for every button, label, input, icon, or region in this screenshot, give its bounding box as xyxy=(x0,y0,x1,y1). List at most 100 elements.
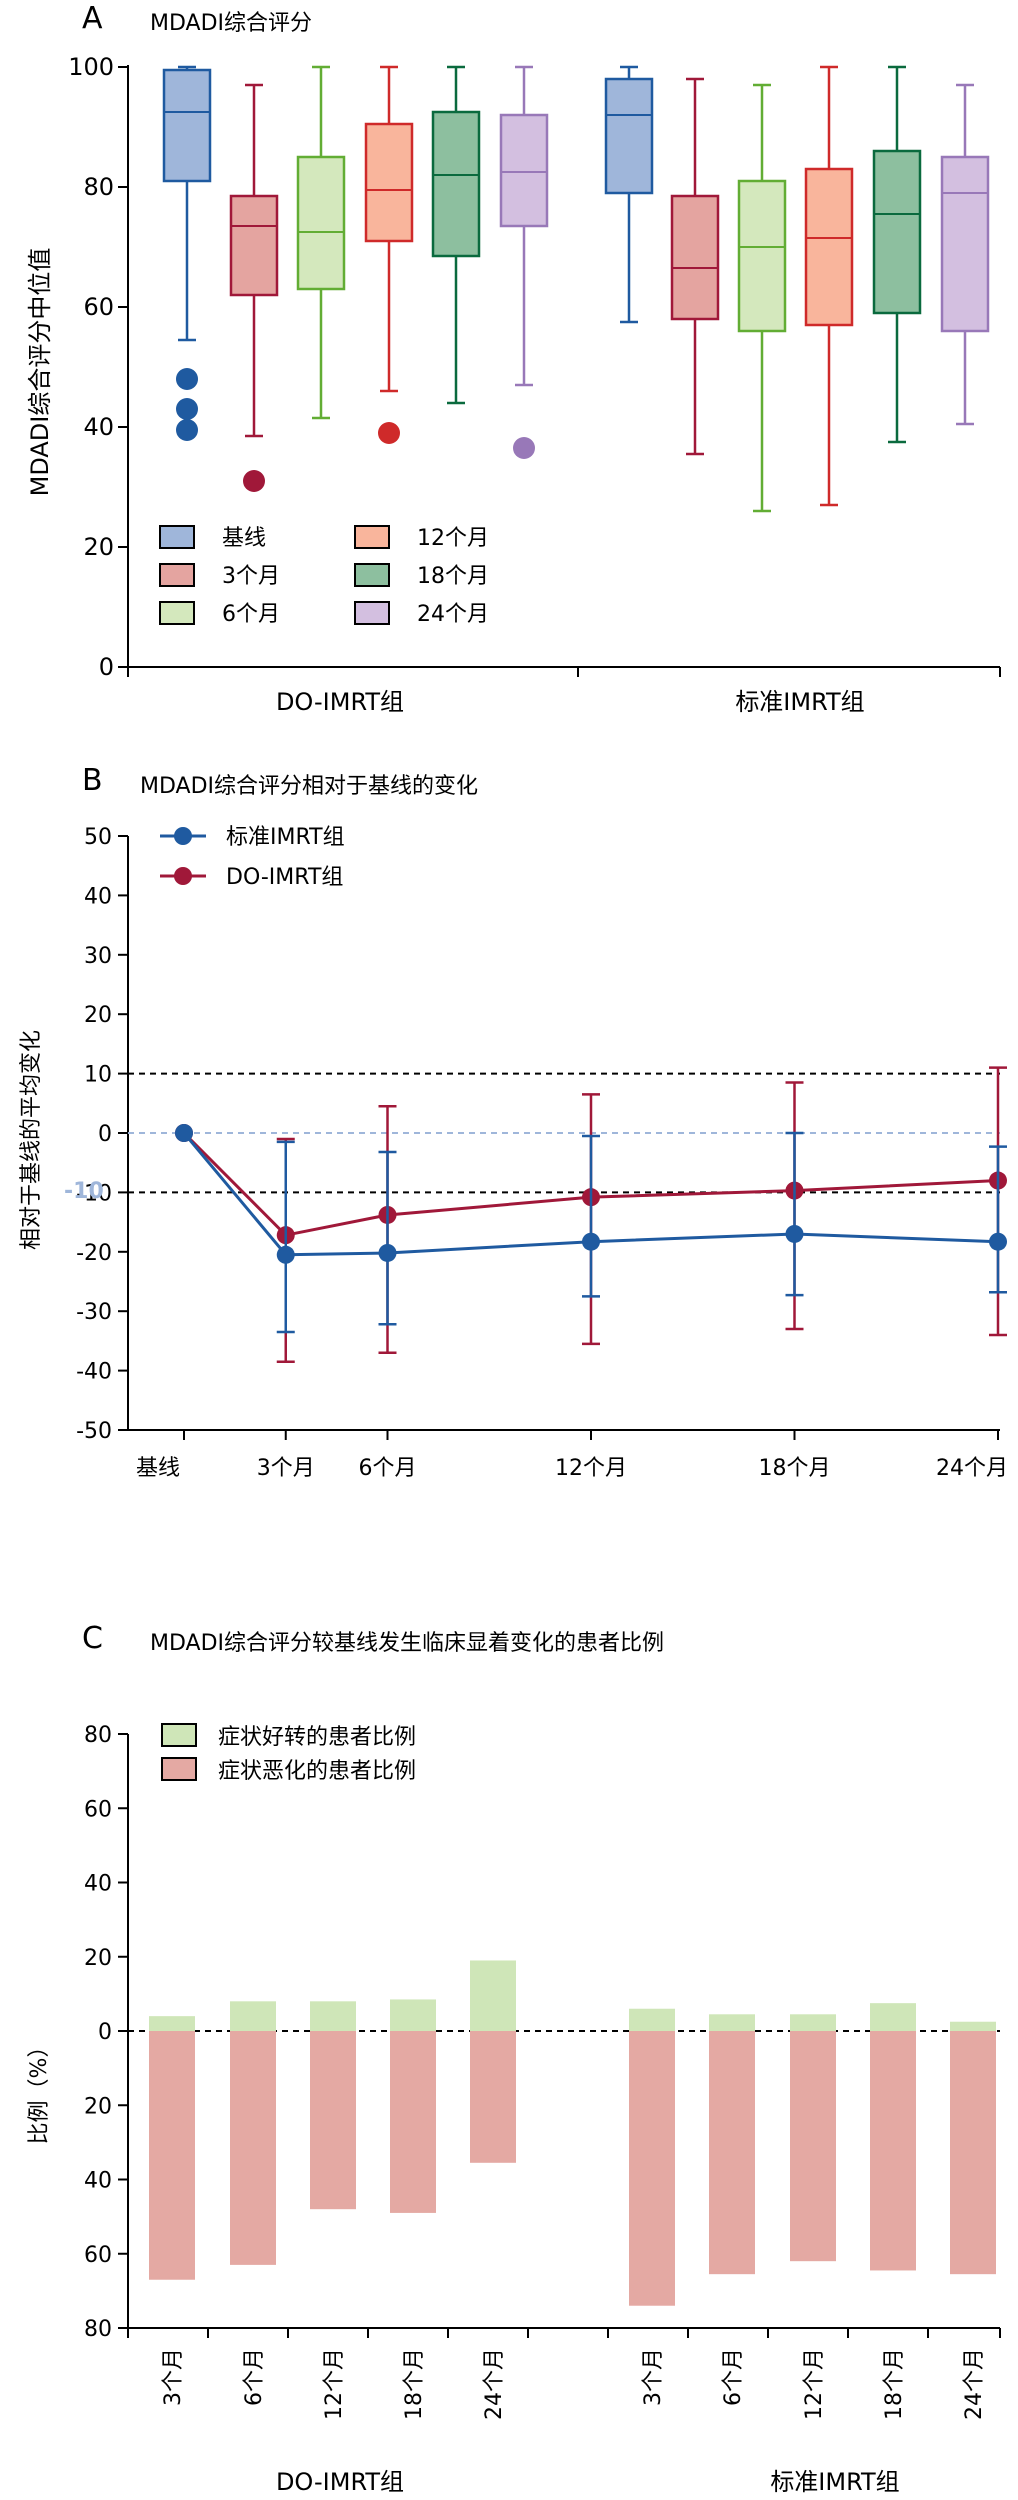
panel-a-title: MDADI综合评分 xyxy=(150,11,312,36)
bar-worsen xyxy=(470,2031,516,2163)
bar-improve xyxy=(629,2008,675,2031)
panel-a-boxplot: A MDADI综合评分 MDADI综合评分中位值 0 20 40 60 80 100 基线… xyxy=(26,1,1001,716)
x-tick-label: 基线 xyxy=(136,1456,180,1481)
series-line xyxy=(182,1132,999,1257)
y-tick-label: 40 xyxy=(84,884,112,909)
outlier-point xyxy=(176,419,198,441)
data-point xyxy=(378,1243,397,1262)
x-tick-label: 3个月 xyxy=(257,1456,315,1481)
y-tick-label: 20 xyxy=(84,1946,112,1971)
panel-c-ylabel: 比例（%） xyxy=(27,2036,52,2145)
x-tick-label: 6个月 xyxy=(242,2348,267,2406)
y-tick-label: -10 xyxy=(76,1181,112,1206)
box-iqr xyxy=(364,122,414,243)
box-std-3 xyxy=(804,65,854,507)
box-iqr xyxy=(229,194,279,297)
bar-worsen xyxy=(390,2031,436,2213)
bar-worsen xyxy=(310,2031,356,2210)
legend-label: DO-IMRT组 xyxy=(226,865,343,890)
legend-label: 症状恶化的患者比例 xyxy=(218,1759,416,1784)
y-tick-label: 20 xyxy=(83,533,114,561)
x-tick-label: 6个月 xyxy=(721,2348,746,2406)
box-iqr xyxy=(670,194,720,321)
x-tick-label: 12个月 xyxy=(322,2348,347,2420)
box-iqr xyxy=(872,149,922,315)
legend-swatch-1 xyxy=(159,563,195,587)
y-tick-label: 40 xyxy=(84,2169,112,2194)
series-line xyxy=(182,1131,999,1237)
outlier-point xyxy=(513,437,535,459)
bar-worsen xyxy=(790,2031,836,2262)
panel-b-title: MDADI综合评分相对于基线的变化 xyxy=(140,774,478,799)
y-tick-label: 10 xyxy=(84,1063,112,1088)
y-tick-label: 40 xyxy=(83,413,114,441)
box-std-0 xyxy=(604,65,654,324)
y-tick-label: 60 xyxy=(84,1797,112,1822)
x-tick-label: 6个月 xyxy=(359,1456,417,1481)
outlier-point xyxy=(243,470,265,492)
panel-a-boxes xyxy=(162,65,990,513)
bar-worsen xyxy=(149,2031,195,2280)
panel-c-barchart: C MDADI综合评分较基线发生临床显着变化的患者比例 比例（%） 80 60 40… xyxy=(27,1621,1001,2496)
legend-swatch-4 xyxy=(354,563,390,587)
box-iqr xyxy=(296,155,346,291)
panel-a-axes: 0 20 40 60 80 100 xyxy=(68,53,1001,681)
box-iqr xyxy=(804,167,854,327)
bar-worsen xyxy=(950,2031,996,2275)
box-std-4 xyxy=(872,65,922,444)
x-tick-label: 12个月 xyxy=(555,1456,627,1481)
box-std-5 xyxy=(940,83,990,426)
legend-label-1: 3个月 xyxy=(222,564,280,589)
box-do-0 xyxy=(162,65,212,441)
legend-label-4: 18个月 xyxy=(417,564,489,589)
bar-worsen xyxy=(709,2031,755,2275)
panel-c-group-label-do: DO-IMRT组 xyxy=(276,2468,404,2496)
x-tick-label: 18个月 xyxy=(402,2348,427,2420)
x-tick-label: 18个月 xyxy=(759,1456,831,1481)
panel-b-annotation: -10 xyxy=(64,1179,104,1204)
legend-swatch-0 xyxy=(159,525,195,549)
data-point xyxy=(582,1232,600,1251)
legend-label-3: 12个月 xyxy=(417,526,489,551)
legend-label: 症状好转的患者比例 xyxy=(218,1725,416,1750)
box-std-1 xyxy=(670,77,720,456)
legend-swatch-5 xyxy=(354,601,390,625)
y-tick-label: 100 xyxy=(68,53,114,81)
panel-c-bars xyxy=(149,1960,996,2306)
legend-label-0: 基线 xyxy=(222,526,266,551)
box-do-1 xyxy=(229,83,279,492)
panel-b-series xyxy=(175,1066,1007,1363)
x-tick-label: 18个月 xyxy=(882,2348,907,2420)
bar-worsen xyxy=(629,2031,675,2306)
panel-a-ylabel: MDADI综合评分中位值 xyxy=(26,248,54,497)
y-tick-label: 30 xyxy=(84,944,112,969)
legend-swatch xyxy=(161,1757,197,1781)
panel-b-legend: 标准IMRT组 DO-IMRT组 xyxy=(160,825,345,890)
box-iqr xyxy=(499,113,549,228)
panel-a-group-label-do: DO-IMRT组 xyxy=(276,688,404,716)
data-point xyxy=(175,1124,193,1142)
outlier-point xyxy=(378,422,400,444)
data-point xyxy=(785,1224,804,1243)
panel-b-axes: -50 -40 -30 -20 -10 0 10 20 30 40 50 基线 3个月 6个月 12个月 18… xyxy=(76,825,1008,1481)
y-tick-label: 80 xyxy=(84,2317,112,2342)
data-point xyxy=(989,1232,1007,1251)
bar-improve xyxy=(390,1999,436,2031)
panel-c-group-label-std: 标准IMRT组 xyxy=(770,2468,899,2496)
box-iqr xyxy=(940,155,990,333)
panel-c-letter: C xyxy=(82,1621,103,1656)
box-do-2 xyxy=(296,65,346,420)
bar-improve xyxy=(310,2001,356,2031)
box-std-2 xyxy=(737,83,787,513)
series-标准IMRT组 xyxy=(175,1124,1007,1334)
outlier-point xyxy=(176,368,198,390)
panel-c-title: MDADI综合评分较基线发生临床显着变化的患者比例 xyxy=(150,1631,664,1656)
x-tick-label: 24个月 xyxy=(936,1456,1008,1481)
bar-improve xyxy=(230,2001,276,2031)
legend-label-5: 24个月 xyxy=(417,602,489,627)
y-tick-label: 60 xyxy=(84,2243,112,2268)
bar-worsen xyxy=(230,2031,276,2265)
data-point xyxy=(276,1245,295,1264)
legend-marker xyxy=(174,827,192,845)
